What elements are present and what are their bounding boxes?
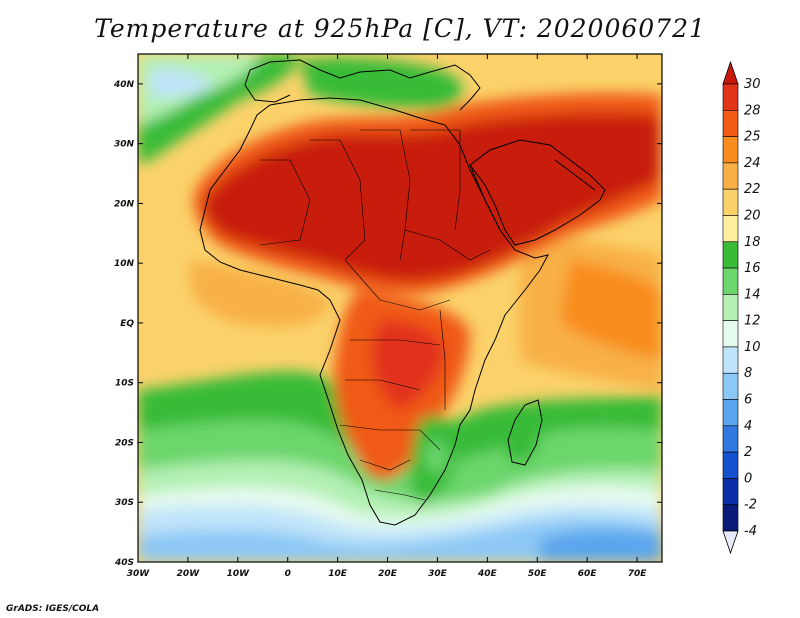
colorbar-level-label: 16 [744,261,761,276]
colorbar-level-label: 4 [744,419,752,434]
colorbar-level-label: 12 [744,314,761,329]
colorbar-box [722,136,739,164]
colorbar-level-label: 10 [744,340,761,355]
colorbar-box [722,109,739,137]
lon-tick-label: 30W [127,569,151,579]
lat-tick-label: 30S [115,498,134,508]
colorbar-box [722,188,739,216]
lon-tick-label: 60E [578,569,598,579]
colorbar-level-label: -4 [744,524,757,539]
lon-tick-label: 10E [328,569,348,579]
colorbar-level-label: 24 [744,156,761,171]
lat-tick-label: 20N [114,199,135,209]
lon-tick-label: 20W [177,569,201,579]
colorbar-top-triangle [722,60,739,85]
colorbar-box [722,425,739,453]
lat-tick-label: 40S [114,558,134,568]
lat-tick-label: 40N [113,80,135,90]
lon-tick-label: 30E [428,569,448,579]
colorbar-box [722,451,739,479]
lon-tick-label: 70E [628,569,648,579]
colorbar-box [722,372,739,400]
colorbar-box [722,83,739,111]
map-frame [137,53,663,563]
lon-tick-label: 50E [528,569,548,579]
lon-tick-label: 10W [227,569,251,579]
colorbar-box [722,215,739,243]
coastline [199,59,606,526]
colorbar-box [722,294,739,321]
lon-tick-label: 20E [378,569,398,579]
colorbar-box [722,267,739,295]
colorbar-level-label: 0 [744,471,752,486]
lon-tick-label: 0 [285,569,291,579]
lon-tick-label: 40E [477,569,498,579]
axis-ticks: 30W 20W 10W 0 10E 20E 30E 40E 50E 60E 70E 40N 30N 20N… [113,54,662,579]
colorbar-level-label: 28 [744,103,761,118]
colorbar-level-label: 25 [744,130,761,145]
lat-tick-label: 10N [114,259,135,269]
lat-tick-label: 20S [115,438,134,448]
colorbar-box [722,241,739,269]
colorbar-box [722,504,739,532]
colorbar-level-label: 20 [744,208,761,223]
colorbar-box [722,346,739,374]
credit-label: GrADS: IGES/COLA [6,604,100,614]
colorbar-box [722,320,739,348]
lat-tick-label: 30N [114,140,135,150]
colorbar-bottom-triangle [722,530,739,555]
colorbar-level-label: 18 [744,235,761,250]
colorbar-level-label: -2 [744,498,757,513]
lat-tick-label: EQ [120,319,134,329]
colorbar-level-label: 6 [744,393,752,408]
colorbar-box [722,162,739,190]
lat-tick-label: 10S [115,379,134,389]
colorbar-level-label: 22 [744,182,761,197]
map-title: Temperature at 925hPa [C], VT: 202006072… [94,14,706,43]
colorbar-level-label: 8 [744,366,752,381]
colorbar-level-label: 30 [744,77,761,92]
country-borders [259,129,491,501]
temperature-field [138,54,662,562]
colorbar-level-label: 2 [744,445,752,460]
colorbar-box [722,478,739,506]
colorbar-box [722,399,739,427]
colorbar-level-label: 14 [744,287,761,302]
